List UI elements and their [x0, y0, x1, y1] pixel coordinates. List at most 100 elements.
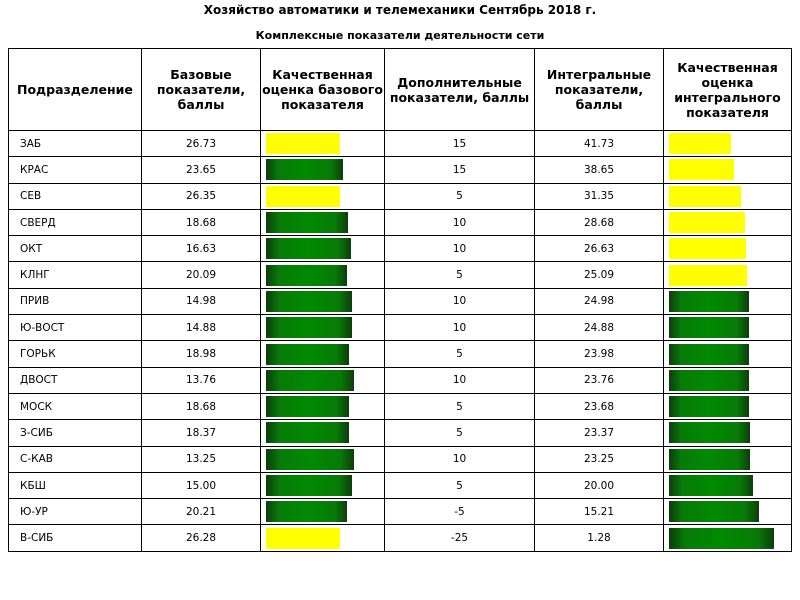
table-row: Ю-УР 20.21 -5 15.21 — [8, 498, 792, 526]
integral-score-cell: 41.73 — [534, 129, 664, 158]
base-score-cell: 20.09 — [141, 261, 261, 289]
base-quality-cell — [260, 314, 385, 342]
base-quality-bar-green — [266, 317, 352, 339]
header-additional-score: Дополнительные показатели, баллы — [384, 48, 535, 131]
additional-score-cell: 10 — [384, 314, 535, 342]
table-row: З-СИБ 18.37 5 23.37 — [8, 419, 792, 447]
base-quality-bar-green — [266, 238, 351, 260]
integral-score-cell: 24.98 — [534, 287, 664, 316]
integral-quality-bar-green — [669, 396, 749, 418]
integral-quality-cell — [663, 419, 792, 447]
integral-quality-cell — [663, 314, 792, 342]
integral-quality-bar-green — [669, 369, 749, 391]
subdivision-cell: ГОРЬК — [8, 340, 142, 368]
base-quality-bar-green — [266, 475, 352, 496]
integral-quality-bar-yellow — [669, 159, 734, 181]
header-integral-quality: Качественная оценка интегрального показа… — [663, 48, 792, 131]
subdivision-cell: ДВОСТ — [8, 366, 142, 394]
table-row: КБШ 15.00 5 20.00 — [8, 471, 792, 500]
base-quality-bar-green — [266, 396, 349, 418]
additional-score-cell: 5 — [384, 182, 535, 210]
subdivision-cell: Ю-УР — [8, 498, 142, 526]
integral-score-cell: 38.65 — [534, 156, 664, 184]
integral-quality-cell — [663, 287, 792, 316]
base-quality-cell — [260, 182, 385, 210]
additional-score-cell: 10 — [384, 366, 535, 394]
subdivision-cell: МОСК — [8, 392, 142, 421]
base-quality-bar-green — [266, 369, 354, 391]
additional-score-cell: -5 — [384, 498, 535, 526]
integral-quality-bar-yellow — [669, 238, 746, 260]
integral-score-cell: 23.25 — [534, 445, 664, 473]
base-score-cell: 26.28 — [141, 524, 261, 552]
base-quality-bar-green — [266, 501, 347, 523]
integral-score-cell: 28.68 — [534, 208, 664, 237]
integral-score-cell: 23.76 — [534, 366, 664, 394]
integral-quality-cell — [663, 392, 792, 421]
integral-quality-bar-green — [669, 290, 749, 312]
table-row: ГОРЬК 18.98 5 23.98 — [8, 340, 792, 368]
base-quality-bar-yellow — [266, 185, 340, 207]
subdivision-cell: ОКТ — [8, 235, 142, 263]
header-base-quality: Качественная оценка базового показателя — [260, 48, 385, 131]
additional-score-cell: 5 — [384, 340, 535, 368]
subdivision-cell: В-СИБ — [8, 524, 142, 552]
integral-quality-cell — [663, 340, 792, 368]
integral-score-cell: 1.28 — [534, 524, 664, 552]
additional-score-cell: 10 — [384, 208, 535, 237]
report-subtitle: Комплексные показатели деятельности сети — [255, 29, 545, 42]
base-quality-bar-green — [266, 448, 354, 470]
base-quality-bar-green — [266, 212, 348, 234]
integral-quality-bar-green — [669, 448, 750, 470]
base-score-cell: 20.21 — [141, 498, 261, 526]
additional-score-cell: 5 — [384, 261, 535, 289]
integral-quality-cell — [663, 471, 792, 500]
table-row: ОКТ 16.63 10 26.63 — [8, 235, 792, 263]
integral-score-cell: 23.98 — [534, 340, 664, 368]
base-quality-bar-green — [266, 290, 352, 312]
subdivision-cell: ПРИВ — [8, 287, 142, 316]
base-score-cell: 26.73 — [141, 129, 261, 158]
table-row: С-КАВ 13.25 10 23.25 — [8, 445, 792, 473]
base-score-cell: 14.98 — [141, 287, 261, 316]
base-score-cell: 26.35 — [141, 182, 261, 210]
table-row: Ю-ВОСТ 14.88 10 24.88 — [8, 314, 792, 342]
base-quality-cell — [260, 366, 385, 394]
additional-score-cell: 10 — [384, 445, 535, 473]
additional-score-cell: 10 — [384, 287, 535, 316]
base-quality-cell — [260, 498, 385, 526]
base-quality-bar-green — [266, 264, 347, 286]
additional-score-cell: 10 — [384, 235, 535, 263]
integral-quality-cell — [663, 524, 792, 552]
integral-score-cell: 31.35 — [534, 182, 664, 210]
base-quality-cell — [260, 287, 385, 316]
header-subdivision: Подразделение — [8, 48, 142, 131]
base-score-cell: 18.68 — [141, 208, 261, 237]
integral-quality-cell — [663, 156, 792, 184]
additional-score-cell: 5 — [384, 419, 535, 447]
subdivision-cell: КЛНГ — [8, 261, 142, 289]
base-quality-bar-green — [266, 343, 349, 365]
report-title: Хозяйство автоматики и телемеханики Сент… — [203, 3, 597, 17]
integral-score-cell: 20.00 — [534, 471, 664, 500]
base-quality-cell — [260, 471, 385, 500]
subdivision-cell: СВЕРД — [8, 208, 142, 237]
base-score-cell: 13.25 — [141, 445, 261, 473]
table-row: МОСК 18.68 5 23.68 — [8, 392, 792, 421]
base-quality-cell — [260, 340, 385, 368]
subdivision-cell: С-КАВ — [8, 445, 142, 473]
base-score-cell: 18.37 — [141, 419, 261, 447]
subdivision-cell: З-СИБ — [8, 419, 142, 447]
table-row: СЕВ 26.35 5 31.35 — [8, 182, 792, 210]
integral-quality-bar-green — [669, 422, 750, 444]
base-quality-cell — [260, 445, 385, 473]
table-row: СВЕРД 18.68 10 28.68 — [8, 208, 792, 237]
integral-quality-bar-green — [669, 317, 749, 339]
integral-quality-bar-yellow — [669, 212, 745, 234]
integral-quality-cell — [663, 445, 792, 473]
additional-score-cell: 15 — [384, 129, 535, 158]
base-quality-cell — [260, 261, 385, 289]
integral-quality-cell — [663, 208, 792, 237]
base-quality-bar-yellow — [266, 133, 340, 155]
additional-score-cell: 5 — [384, 471, 535, 500]
